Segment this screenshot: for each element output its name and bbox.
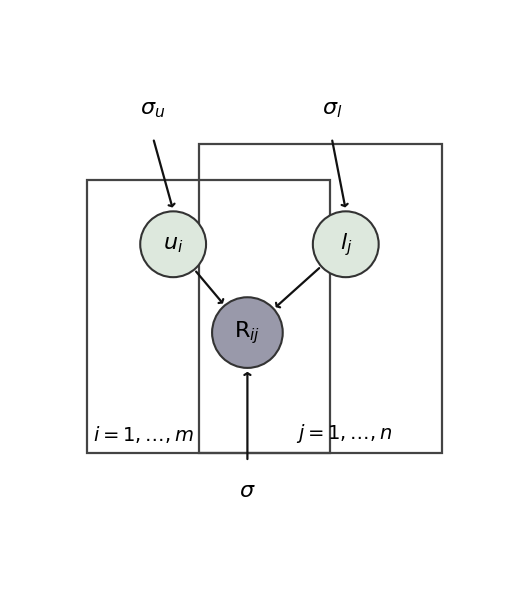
Text: $u_i$: $u_i$ xyxy=(163,233,183,255)
Text: $\sigma$: $\sigma$ xyxy=(239,480,256,502)
Circle shape xyxy=(313,212,379,277)
Text: $i=1,\ldots,m$: $i=1,\ldots,m$ xyxy=(93,424,194,445)
Circle shape xyxy=(140,212,206,277)
Bar xyxy=(199,144,442,453)
Text: $j=1,\ldots,n$: $j=1,\ldots,n$ xyxy=(296,422,392,445)
Circle shape xyxy=(212,297,283,368)
Text: $\sigma_l$: $\sigma_l$ xyxy=(322,98,342,120)
Text: $\sigma_u$: $\sigma_u$ xyxy=(140,98,166,120)
Bar xyxy=(87,180,329,453)
Text: $l_j$: $l_j$ xyxy=(339,231,352,258)
Text: $\mathrm{R}_{ij}$: $\mathrm{R}_{ij}$ xyxy=(234,319,261,346)
